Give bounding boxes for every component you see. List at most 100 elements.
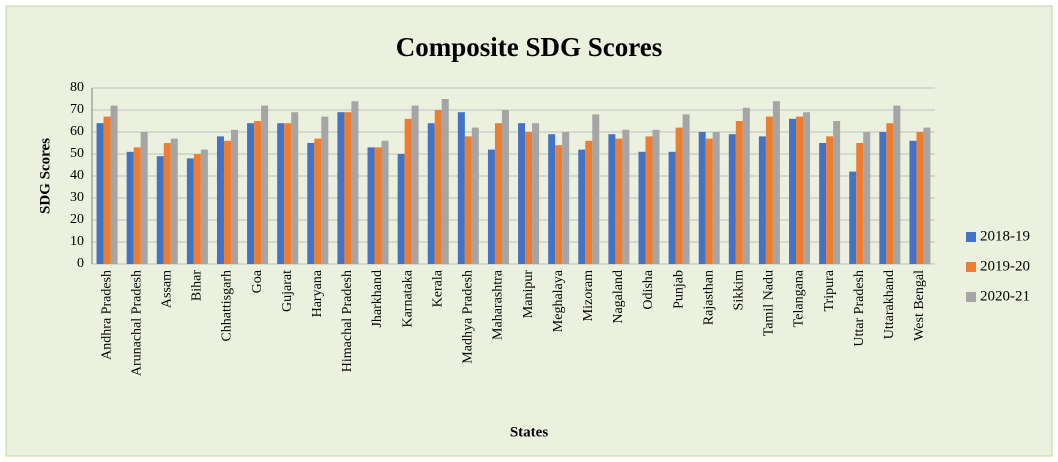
x-tick-label: Manipur [521, 270, 536, 319]
bar [156, 156, 164, 264]
x-tick-label: Goa [250, 269, 265, 293]
bar [186, 158, 194, 264]
y-tick-label: 40 [70, 168, 84, 183]
bar [742, 107, 750, 264]
bar [585, 140, 593, 264]
bar [608, 134, 616, 264]
bar [110, 105, 118, 264]
bar [163, 143, 171, 264]
chart-title: Composite SDG Scores [396, 32, 663, 62]
bar [247, 123, 255, 264]
y-tick-label: 70 [70, 102, 84, 117]
legend-swatch [966, 292, 976, 302]
x-tick-label: Arunachal Pradesh [129, 270, 144, 376]
bar [427, 123, 435, 264]
x-tick-label: Chhattisgarh [220, 270, 235, 342]
bar [758, 136, 766, 264]
bar [592, 114, 600, 265]
x-tick-label: Mizoram [581, 270, 596, 321]
bar [909, 140, 917, 264]
x-tick-label: West Bengal [912, 270, 927, 341]
bar [562, 132, 570, 264]
x-tick-label: Nagaland [611, 270, 626, 324]
bar [487, 149, 495, 264]
y-tick-label: 80 [70, 80, 84, 95]
y-tick-label: 0 [77, 256, 84, 271]
bar [698, 132, 706, 264]
bar [826, 136, 834, 264]
bar [230, 129, 238, 264]
bar [682, 114, 690, 265]
bar [548, 134, 556, 264]
bar [96, 123, 104, 264]
x-tick-label: Rajasthan [701, 270, 716, 325]
bar [337, 112, 345, 264]
bar [923, 127, 931, 264]
y-tick-label: 50 [70, 146, 84, 161]
legend-label: 2019-20 [980, 258, 1030, 274]
bar [796, 116, 804, 264]
bar [765, 116, 773, 264]
bar [464, 136, 472, 264]
y-axis-label: SDG Scores [37, 138, 53, 214]
bar [893, 105, 901, 264]
bar [856, 143, 864, 264]
x-tick-label: Jharkhand [370, 270, 385, 328]
bar [803, 112, 811, 264]
bar [321, 116, 329, 264]
bar [668, 151, 676, 264]
legend-swatch [966, 232, 976, 242]
legend-swatch [966, 262, 976, 272]
bar [863, 132, 871, 264]
bar [200, 149, 208, 264]
bar [518, 123, 526, 264]
bar [578, 149, 586, 264]
bar [735, 121, 743, 264]
bar [374, 147, 382, 264]
y-tick-label: 10 [70, 234, 84, 249]
bar [133, 147, 141, 264]
bar [525, 132, 533, 264]
bar [886, 123, 894, 264]
bar [216, 136, 224, 264]
bar [170, 138, 178, 264]
bar [705, 138, 713, 264]
x-tick-label: Punjab [671, 270, 686, 309]
bar [434, 110, 442, 264]
bar [351, 101, 359, 264]
bar [367, 147, 375, 264]
bar [638, 151, 646, 264]
bar [471, 127, 479, 264]
bar [532, 123, 540, 264]
bar [819, 143, 827, 264]
bar [833, 121, 841, 264]
x-tick-label: Uttar Pradesh [852, 270, 867, 347]
bar [314, 138, 322, 264]
bar [404, 118, 412, 264]
bar [291, 112, 299, 264]
bar [457, 112, 465, 264]
bar [261, 105, 269, 264]
bar [126, 151, 134, 264]
bar [622, 129, 630, 264]
x-tick-label: Madhya Pradesh [461, 270, 476, 364]
bar [284, 123, 292, 264]
x-tick-label: Assam [159, 270, 174, 308]
x-tick-label: Sikkim [732, 270, 747, 311]
y-tick-label: 30 [70, 190, 84, 205]
x-tick-label: Kerala [430, 269, 445, 307]
x-tick-label: Tamil Nadu [762, 270, 777, 336]
bar [254, 121, 262, 264]
bar [381, 140, 389, 264]
bar [494, 123, 502, 264]
bar [916, 132, 924, 264]
bar [140, 132, 148, 264]
bar [789, 118, 797, 264]
x-tick-label: Bihar [190, 270, 205, 301]
bar [555, 145, 563, 264]
x-tick-label: Andhra Pradesh [99, 270, 114, 360]
bar [344, 112, 352, 264]
bar [849, 171, 857, 264]
x-axis-label: States [510, 424, 548, 440]
